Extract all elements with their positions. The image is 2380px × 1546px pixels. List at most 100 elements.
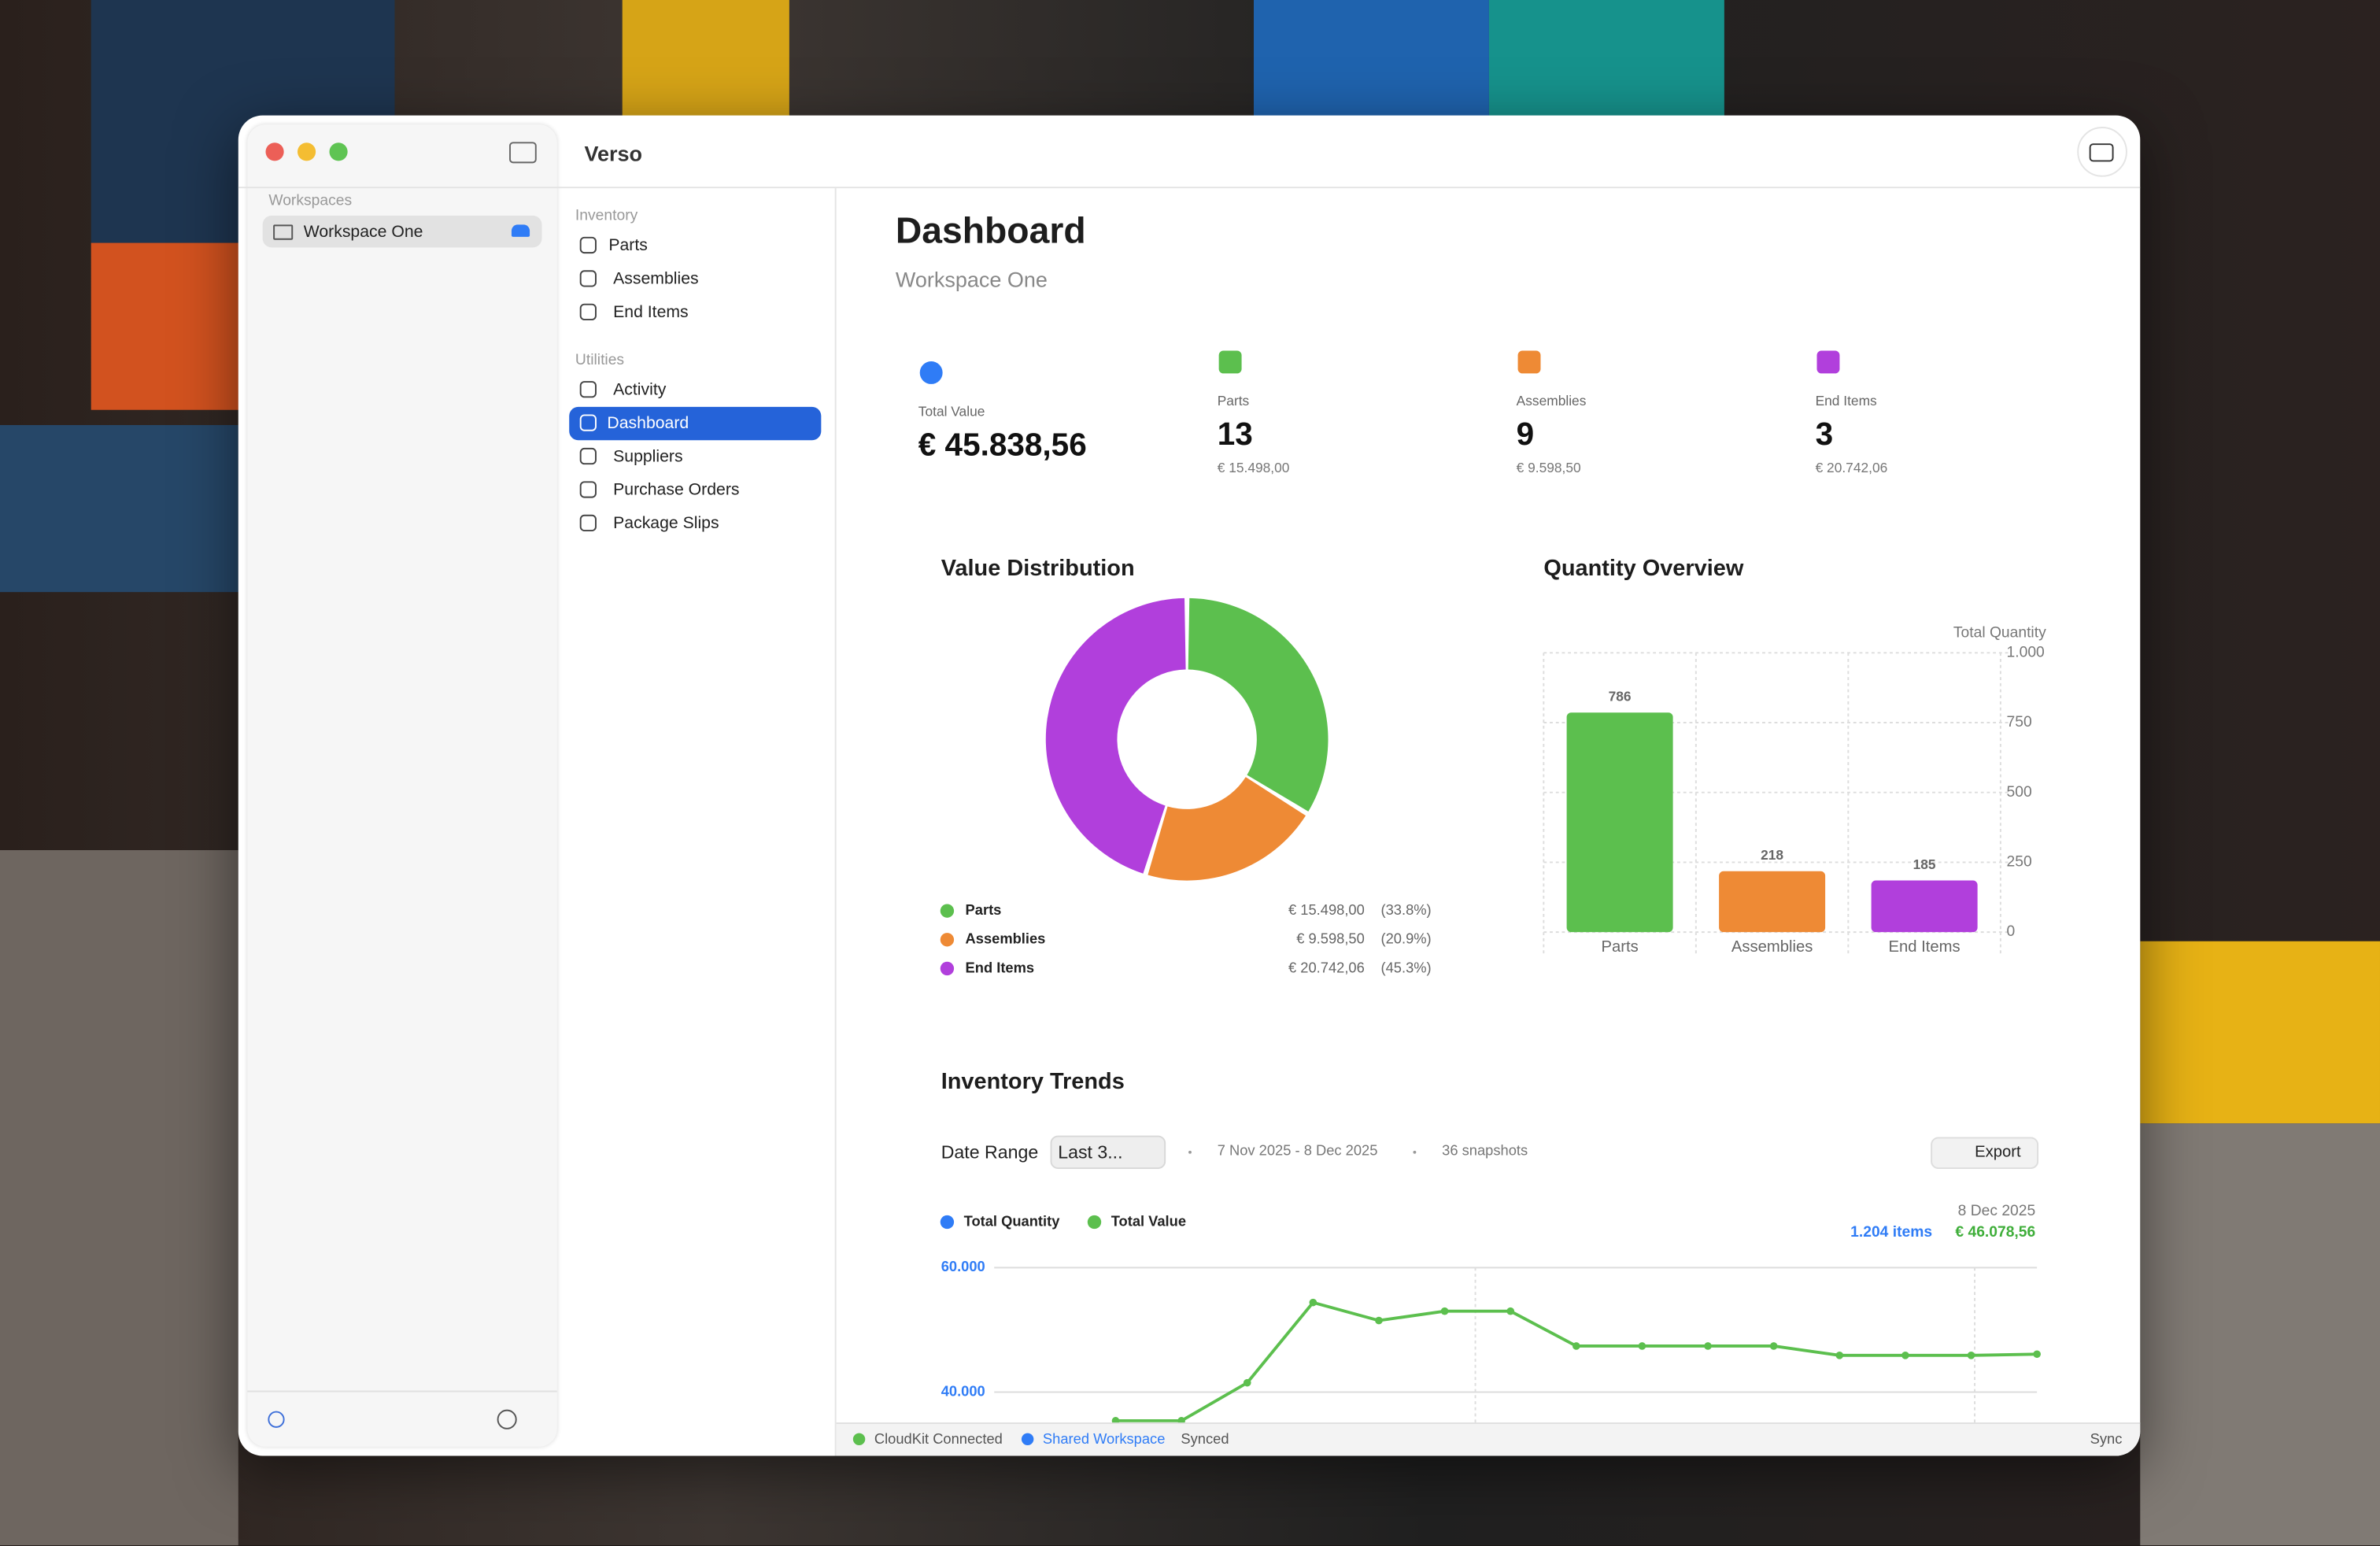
status-bar	[836, 1422, 2141, 1456]
stat-sub: € 20.742,06	[1815, 460, 1888, 475]
zoom-button[interactable]	[329, 142, 348, 161]
status-dot	[852, 1433, 866, 1445]
section-label: Workspaces	[268, 192, 353, 210]
point	[1769, 1342, 1778, 1350]
nav-icon	[579, 481, 597, 498]
x-tick-label: End Items	[1889, 938, 1961, 956]
sync-button[interactable]: Sync	[2090, 1431, 2123, 1448]
point	[1967, 1352, 1975, 1359]
point	[1440, 1307, 1449, 1315]
legend-label: Parts	[966, 901, 1002, 918]
point	[2033, 1350, 2041, 1359]
workspace-name: Workspace One	[303, 223, 423, 242]
nav-section-label: Utilities	[575, 352, 625, 369]
point	[1638, 1342, 1646, 1350]
x-tick-label: Assemblies	[1731, 938, 1813, 956]
y-tick-label: 60.000	[941, 1258, 985, 1274]
stat-value: 3	[1815, 417, 1834, 453]
stat-icon	[1517, 350, 1541, 374]
x-tick-label: Parts	[1601, 938, 1638, 956]
date-range-picker[interactable]	[1050, 1135, 1166, 1169]
nav-icon	[579, 236, 597, 254]
data-label: 786	[1609, 689, 1632, 705]
y-tick-label: 1.000	[2007, 644, 2045, 660]
export-label[interactable]: Export	[1975, 1143, 2021, 1162]
legend-dot	[1087, 1215, 1102, 1230]
legend-label: End Items	[966, 959, 1035, 975]
nav-item[interactable]: Dashboard	[607, 414, 689, 433]
point	[1177, 1417, 1185, 1423]
point	[1111, 1417, 1120, 1423]
legend-percent: (45.3%)	[1381, 959, 1432, 975]
y-tick-label: 750	[2007, 714, 2032, 730]
stat-value: 13	[1217, 417, 1253, 453]
latest-quantity: 1.204 items	[1850, 1224, 1932, 1241]
account-menu[interactable]	[497, 1409, 517, 1429]
nav-selection	[569, 406, 822, 441]
nav-item[interactable]: End Items	[613, 303, 689, 322]
status-dot	[1021, 1433, 1034, 1445]
control-label: Date Range	[941, 1141, 1039, 1163]
point	[1506, 1307, 1515, 1315]
sidebar-toggle[interactable]	[509, 142, 537, 164]
pie-slice	[1188, 597, 1329, 812]
legend-label: Total Quantity	[964, 1212, 1061, 1229]
nav-icon	[579, 381, 597, 398]
stat-label: End Items	[1815, 393, 1877, 409]
stat-icon	[1218, 350, 1242, 374]
period: 7 Nov 2025 - 8 Dec 2025	[1217, 1143, 1378, 1160]
minimize-button[interactable]	[297, 142, 316, 161]
page-subtitle: Workspace One	[895, 267, 1048, 292]
nav-icon	[579, 514, 597, 531]
sidebar-footer-icon[interactable]	[268, 1411, 285, 1428]
nav-item[interactable]: Activity	[613, 381, 667, 400]
y-tick-label: 500	[2007, 784, 2032, 801]
legend-value: € 9.598,50	[1296, 930, 1365, 947]
plot-area	[1111, 1298, 2041, 1423]
stat-sub: € 9.598,50	[1516, 460, 1581, 475]
workspace-row[interactable]	[262, 215, 542, 248]
legend-dot	[940, 961, 955, 976]
y-tick-label: 250	[2007, 854, 2032, 871]
point	[1704, 1342, 1712, 1350]
nav-icon	[579, 270, 597, 287]
nav-item[interactable]: Parts	[608, 236, 648, 255]
app-title: Verso	[584, 141, 643, 166]
nav-icon	[579, 303, 597, 320]
export-button[interactable]	[1931, 1137, 2039, 1169]
status-text: Shared Workspace	[1042, 1431, 1166, 1448]
pie-slice	[1045, 597, 1186, 874]
legend-percent: (20.9%)	[1381, 930, 1432, 947]
legend-dot	[940, 904, 955, 918]
bar	[1871, 880, 1978, 933]
chart-title: Value Distribution	[941, 555, 1135, 582]
close-button[interactable]	[265, 142, 284, 161]
point	[1375, 1316, 1383, 1325]
nav-item[interactable]: Purchase Orders	[613, 481, 740, 500]
nav-icon	[579, 414, 597, 431]
chart-title: Quantity Overview	[1543, 555, 1744, 582]
line	[1115, 1300, 2038, 1422]
page-title: Dashboard	[895, 211, 1086, 253]
nav-item[interactable]: Assemblies	[613, 270, 699, 289]
bar	[1566, 712, 1673, 933]
nav-item[interactable]: Suppliers	[613, 447, 683, 467]
stat-label: Assemblies	[1516, 393, 1587, 409]
new-folder-button[interactable]	[2077, 127, 2127, 177]
status-text: CloudKit Connected	[874, 1431, 1003, 1448]
folder-icon	[273, 224, 294, 240]
legend-dot	[940, 1215, 955, 1230]
bar	[1719, 871, 1826, 933]
nav-section-label: Inventory	[575, 208, 638, 225]
point	[1309, 1298, 1318, 1307]
point	[1901, 1352, 1909, 1359]
nav-item[interactable]: Package Slips	[613, 514, 719, 533]
stat-sub: € 15.498,00	[1217, 460, 1290, 475]
dot	[1188, 1150, 1192, 1154]
data-label: 185	[1913, 856, 1936, 872]
dot	[1413, 1150, 1417, 1154]
y-tick-label: 40.000	[941, 1382, 985, 1399]
stat-value: € 45.838,56	[918, 427, 1087, 464]
